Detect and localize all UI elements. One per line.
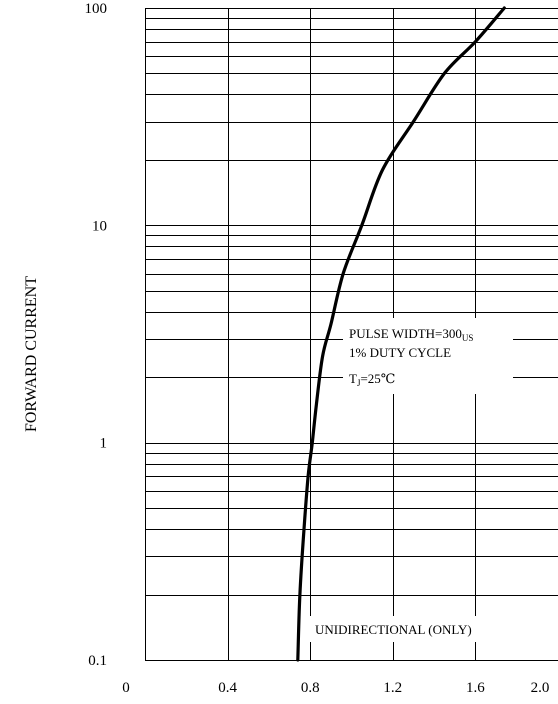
x-tick-label: 0.4: [218, 680, 237, 696]
tj-subscript: J: [357, 378, 361, 388]
tick-labels: 0.1 1 10 100 0 0.4 0.8 1.2 1.6 2.0: [85, 1, 550, 696]
pulse-annotation-box: [343, 318, 513, 394]
series-curve: [296, 6, 506, 662]
y-tick-label: 1: [100, 436, 108, 452]
x-tick-label: 2.0: [531, 680, 550, 696]
unidirectional-annotation: UNIDIRECTIONAL (ONLY): [315, 622, 472, 637]
tj-value: =25℃: [360, 371, 395, 386]
y-axis-title: FORWARD CURRENT: [23, 276, 40, 432]
x-tick-label: 1.2: [383, 680, 402, 696]
y-tick-label: 100: [85, 1, 108, 17]
pulse-width-unit: US: [462, 333, 474, 343]
unidirectional-annotation-box: [308, 616, 518, 642]
duty-cycle-annotation: 1% DUTY CYCLE: [349, 345, 451, 360]
pulse-width-text: PULSE WIDTH=300: [349, 326, 462, 341]
y-tick-label: 0.1: [88, 653, 107, 669]
tj-symbol: T: [349, 371, 357, 386]
x-tick-label: 1.6: [466, 680, 485, 696]
pulse-width-annotation: PULSE WIDTH=300US: [349, 326, 473, 343]
junction-temp-annotation: TJ=25℃: [349, 371, 395, 388]
y-tick-label: 10: [92, 218, 107, 234]
grid: [145, 8, 558, 661]
x-tick-label: 0: [122, 680, 130, 696]
x-tick-label: 0.8: [301, 680, 320, 696]
